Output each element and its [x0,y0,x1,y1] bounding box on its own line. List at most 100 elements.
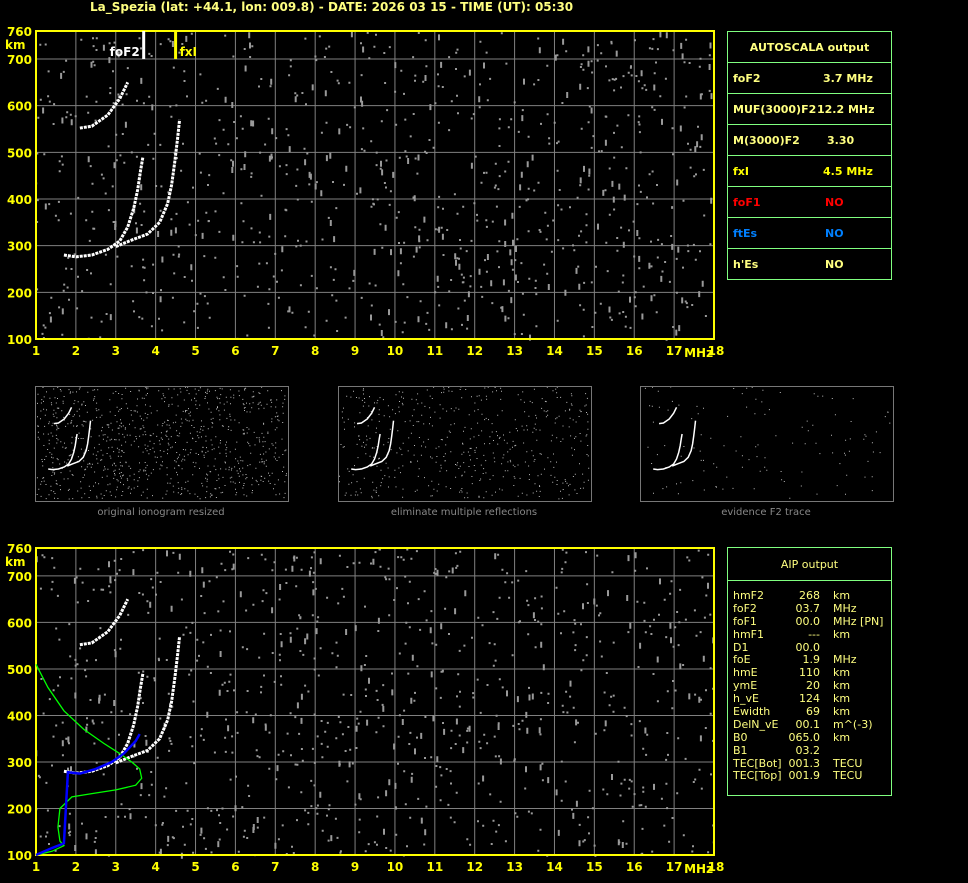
value: 12.2 MHz [817,102,875,116]
x-tick-label: 18 [708,860,725,874]
aip-row: B1 03.2 [728,743,891,758]
aip-value: 20 [806,679,820,693]
x-tick-label: 11 [426,860,443,874]
y-tick-label: 200 [7,802,32,816]
y-tick-label: 400 [7,193,32,207]
value: NO [825,226,844,240]
aip-unit: km [833,627,851,641]
y-tick-label: 500 [7,663,32,677]
thumbnail-trace [53,406,73,425]
y-tick-label: 300 [7,756,32,770]
aip-row: foF2 03.7 MHz [728,602,891,616]
aip-unit: MHz [833,653,857,667]
caption-original: original ionogram resized [97,507,225,518]
value: 3.30 [827,133,855,147]
x-tick-label: 1 [32,860,40,874]
x-tick-label: 1 [32,344,40,358]
aip-value: 001.9 [788,769,821,783]
x-tick-label: 17 [666,344,683,358]
y-tick-label: 200 [7,286,32,300]
value: 4.5 MHz [823,164,873,178]
x-tick-label: 2 [72,860,80,874]
aip-value: 03.2 [795,743,821,757]
x-tick-label: 9 [351,344,359,358]
aip-value: 00.0 [795,640,821,654]
x-tick-label: 14 [546,860,563,874]
aip-value: 110 [799,666,820,680]
key: foF1 [733,195,761,209]
x-tick-label: 12 [466,860,483,874]
marker-label: fxI [180,45,197,59]
key: foF2 [733,71,761,85]
aip-row: B0 065.0 km [728,730,891,745]
row-hEs: h'Es NO [728,248,891,279]
x-tick-label: 10 [387,344,404,358]
y-axis-label: km [5,555,25,569]
thumbnail-noise [644,387,891,499]
aip-row: hmE 110 km [728,666,891,680]
aip-unit: MHz [PN] [833,614,884,628]
aip-table: AIP output hmF2 268 km foF2 03.7 MHz foF1 00.0 M… [727,547,892,796]
row-ftEs: ftEs NO [728,217,891,248]
aip-key: TEC[Bot] [733,756,782,770]
key: MUF(3000)F2 [733,102,817,116]
x-tick-label: 4 [151,344,159,358]
y-tick-label: 100 [7,849,32,863]
header-title: La_Spezia (lat: +44.1, lon: 009.8) - DAT… [90,0,574,14]
aip-key: D1 [733,640,749,654]
y-tick-label: 600 [7,100,32,114]
key: ftEs [733,226,758,240]
aip-key: hmE [733,666,758,680]
row-m3000: M(3000)F2 3.30 [728,124,891,155]
aip-unit: km [833,692,851,706]
x-tick-label: 16 [626,344,643,358]
x-tick-label: 13 [506,344,523,358]
y-tick-label: 300 [7,240,32,254]
thumbnail-trace [369,420,395,467]
x-tick-label: 3 [112,860,120,874]
x-axis-label: MHz [684,862,713,876]
x-tick-label: 5 [191,344,199,358]
y-tick-label: 500 [7,146,32,160]
value: NO [825,195,844,209]
x-tick-label: 2 [72,344,80,358]
aip-key: B0 [733,730,748,744]
x-tick-label: 16 [626,860,643,874]
echo-trace [79,81,130,130]
x-tick-label: 6 [231,344,239,358]
aip-key: B1 [733,743,748,757]
x-tick-label: 8 [311,860,319,874]
aip-key: h_vE [733,692,759,706]
aip-value: 00.0 [795,614,821,628]
noise-echoes [35,548,715,859]
aip-unit: TECU [833,769,863,783]
aip-unit: km [833,679,851,693]
key: fxI [733,164,749,178]
y-axis-label: km [5,38,25,52]
thumbnail-eliminate-multiple [338,386,592,502]
aip-value: --- [808,627,820,641]
autoscala-table: AUTOSCALA output foF2 3.7 MHz MUF(3000)F2… [727,31,892,280]
aip-row: h_vE 124 km [728,692,891,706]
aip-value: 268 [799,589,820,602]
aip-row: hmF2 268 km [728,589,891,603]
aip-key: DelN_vE [733,717,779,731]
x-tick-label: 13 [506,860,523,874]
x-tick-label: 15 [586,860,603,874]
x-tick-label: 12 [466,344,483,358]
row-fxI: fxI 4.5 MHz [728,155,891,186]
x-tick-label: 17 [666,860,683,874]
aip-unit: TECU [833,756,863,770]
aip-unit: km [833,666,851,680]
x-tick-label: 6 [231,860,239,874]
caption-evidence: evidence F2 trace [721,507,811,518]
y-tick-label: 700 [7,570,32,584]
echo-trace [115,119,182,248]
aip-key: ymE [733,679,758,693]
x-axis-label: MHz [684,346,713,360]
thumbnail-trace [356,406,376,425]
aip-key: Ewidth [733,705,771,719]
electron-density-profile [35,663,143,856]
